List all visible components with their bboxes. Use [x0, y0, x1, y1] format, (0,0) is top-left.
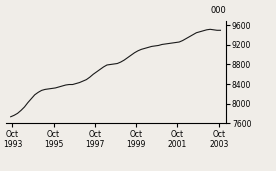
Text: 000: 000 [211, 6, 226, 15]
